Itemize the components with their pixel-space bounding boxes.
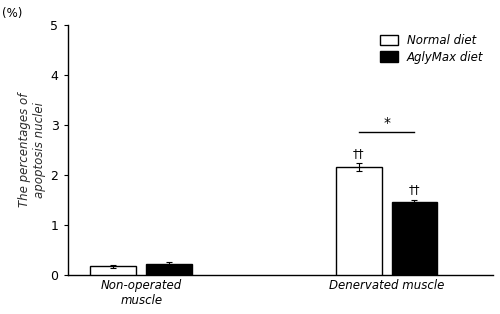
Bar bbox=[392, 202, 438, 275]
Text: (%): (%) bbox=[2, 7, 22, 20]
Text: *: * bbox=[383, 116, 390, 130]
Legend: Normal diet, AglyMax diet: Normal diet, AglyMax diet bbox=[376, 31, 487, 67]
Text: ††: †† bbox=[353, 147, 364, 160]
Text: ††: †† bbox=[408, 183, 420, 196]
Bar bbox=[336, 167, 382, 275]
Bar bbox=[90, 266, 136, 275]
Y-axis label: The percentages of
apoptosis nuclei: The percentages of apoptosis nuclei bbox=[18, 93, 46, 207]
Bar bbox=[146, 264, 192, 275]
